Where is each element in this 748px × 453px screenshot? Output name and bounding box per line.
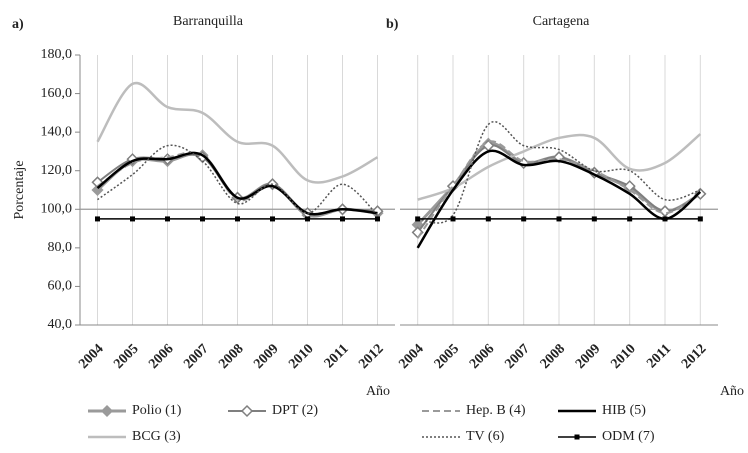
x-tick-label: 2007 [181,341,211,371]
point [591,216,597,222]
series-line [416,140,701,239]
y-tick-label: 140,0 [41,124,73,139]
legend-label: DPT (2) [272,403,318,418]
x-tick-label: 2011 [322,341,352,371]
chart-title: Barranquilla [173,14,244,29]
y-tick-label: 40,0 [48,317,73,332]
point [270,216,275,222]
x-tick-label: 2008 [216,341,246,371]
series-line [417,133,702,201]
series-line [417,121,701,224]
point [450,216,456,222]
x-tick-label: 2004 [396,341,426,371]
point [694,187,707,200]
x-tick-label: 2007 [502,341,532,371]
series-line [97,144,379,216]
point [658,205,672,218]
x-axis-title: Año [720,384,744,399]
series-line [416,149,702,249]
point [697,216,703,222]
x-tick-label: 2009 [573,341,603,371]
legend-label: ODM (7) [602,429,655,444]
x-tick-label: 2012 [356,341,386,371]
legend-label: Polio (1) [132,403,182,418]
y-tick-label: 160,0 [41,86,73,101]
y-tick-label: 180,0 [41,47,73,62]
legend-label: Hep. B (4) [466,403,526,418]
legend-marker [574,434,580,440]
point [415,216,421,222]
x-tick-label: 2006 [467,341,497,371]
x-tick-label: 2005 [111,341,141,371]
x-tick-label: 2010 [286,341,316,371]
x-tick-label: 2006 [146,341,176,371]
y-tick-label: 80,0 [48,240,73,255]
series-line [96,81,379,184]
x-axis-title: Año [366,384,390,399]
x-tick-label: 2008 [538,341,568,371]
x-tick-label: 2012 [679,341,709,371]
x-tick-label: 2004 [76,341,106,371]
chart-title: Cartagena [533,14,591,29]
y-tick-label: 120,0 [41,163,73,178]
legend-marker [100,404,114,418]
point [375,216,380,222]
point [95,216,100,222]
panel-label: b) [386,17,399,32]
point [662,216,668,222]
point [340,216,345,222]
x-tick-label: 2010 [608,341,638,371]
panel-label: a) [12,17,24,32]
legend-label: BCG (3) [132,429,181,444]
point [200,216,205,222]
point [556,216,562,222]
y-tick-label: 100,0 [41,202,73,217]
x-tick-label: 2009 [251,341,281,371]
point [130,216,135,222]
legend-label: HIB (5) [602,403,646,418]
point [126,153,139,166]
point [627,216,633,222]
x-tick-label: 2011 [644,341,674,371]
y-tick-label: 60,0 [48,279,73,294]
point [485,216,491,222]
x-tick-label: 2005 [432,341,462,371]
point [305,216,310,222]
point [235,216,240,222]
y-axis-title: Porcentaje [12,160,27,219]
point [165,216,170,222]
series-line [96,151,378,216]
legend-label: TV (6) [466,429,505,444]
point [521,216,527,222]
legend-marker [240,404,254,418]
